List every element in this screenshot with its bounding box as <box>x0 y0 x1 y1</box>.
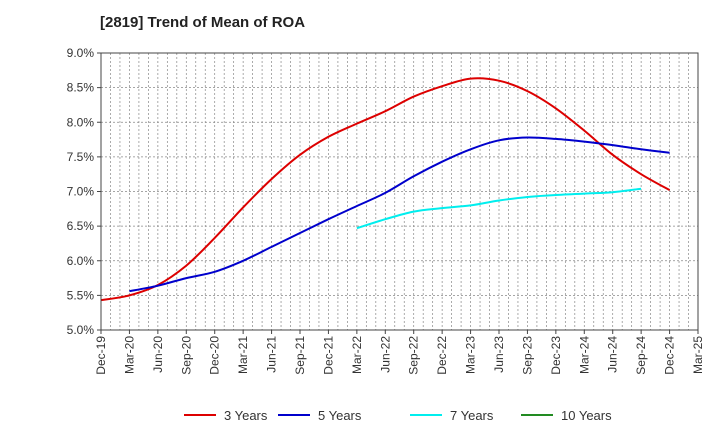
x-tick-label: Dec-20 <box>208 336 222 375</box>
x-tick-label: Dec-19 <box>94 336 108 375</box>
legend-label-10-years: 10 Years <box>561 408 612 423</box>
series-line-3-years <box>100 77 671 302</box>
y-tick-label: 6.5% <box>67 219 95 233</box>
x-tick-label: Mar-24 <box>577 336 591 374</box>
y-axis-ticks: 5.0% 5.5% 6.0% 6.5% 7.0% 7.5% 8.0% 8.5% 9.0% <box>67 46 101 337</box>
legend: 3 Years 5 Years 7 Years 10 Years <box>184 408 612 423</box>
x-tick-label: Mar-22 <box>350 336 364 374</box>
x-tick-label: Mar-23 <box>464 336 478 374</box>
legend-label-5-years: 5 Years <box>318 408 362 423</box>
x-tick-label: Jun-24 <box>606 336 620 373</box>
x-tick-label: Dec-23 <box>549 336 563 375</box>
x-tick-label: Jun-23 <box>492 336 506 373</box>
legend-label-7-years: 7 Years <box>450 408 494 423</box>
x-tick-label: Sep-24 <box>634 336 648 375</box>
x-tick-label: Mar-21 <box>236 336 250 374</box>
x-tick-label: Dec-24 <box>663 336 677 375</box>
y-tick-label: 7.5% <box>67 150 95 164</box>
y-tick-label: 8.5% <box>67 81 95 95</box>
y-tick-label: 5.0% <box>67 323 95 337</box>
x-axis-ticks: Dec-19 Mar-20 Jun-20 Sep-20 Dec-20 Mar-21 Jun-… <box>94 330 705 375</box>
x-tick-label: Jun-20 <box>151 336 165 373</box>
x-tick-label: Sep-22 <box>407 336 421 375</box>
x-tick-label: Mar-25 <box>691 336 705 374</box>
y-tick-label: 5.5% <box>67 288 95 302</box>
y-tick-label: 8.0% <box>67 115 95 129</box>
x-tick-label: Mar-20 <box>122 336 136 374</box>
y-tick-label: 7.0% <box>67 185 95 199</box>
x-tick-label: Jun-22 <box>378 336 392 373</box>
series-line-7-years <box>356 187 642 230</box>
chart-title: [2819] Trend of Mean of ROA <box>100 14 306 31</box>
x-tick-label: Sep-20 <box>179 336 193 375</box>
y-tick-label: 9.0% <box>67 46 95 60</box>
x-tick-label: Sep-21 <box>293 336 307 375</box>
x-tick-label: Sep-23 <box>520 336 534 375</box>
x-tick-label: Dec-21 <box>321 336 335 375</box>
series-line-5-years <box>129 136 670 293</box>
x-tick-label: Dec-22 <box>435 336 449 375</box>
series-lines <box>100 77 671 302</box>
y-tick-label: 6.0% <box>67 254 95 268</box>
legend-label-3-years: 3 Years <box>224 408 268 423</box>
x-tick-label: Jun-21 <box>265 336 279 373</box>
